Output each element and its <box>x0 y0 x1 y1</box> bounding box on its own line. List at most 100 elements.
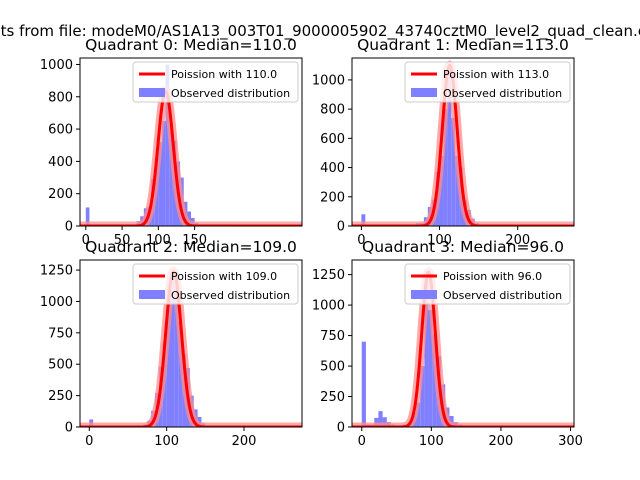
y-tick-label: 0 <box>65 220 73 235</box>
y-tick-label: 600 <box>48 123 73 138</box>
y-tick-label: 0 <box>65 421 73 436</box>
y-tick-label: 250 <box>48 389 73 404</box>
legend: Poission with 110.0 Observed distribution <box>132 61 299 103</box>
y-tick-label: 200 <box>320 190 345 205</box>
histogram-bar <box>165 64 170 226</box>
histogram-bar <box>447 68 452 226</box>
poisson-fit-line <box>80 89 302 226</box>
legend-hist-label: Observed distribution <box>171 289 290 302</box>
histogram-bar <box>420 366 425 427</box>
axes-frame <box>351 57 575 227</box>
x-tick-label: 0 <box>85 434 93 449</box>
histogram-bar <box>424 270 429 427</box>
legend-hist-swatch <box>411 88 437 97</box>
legend-box <box>404 263 571 305</box>
y-tick-label: 750 <box>48 326 73 341</box>
histogram-bar <box>187 211 191 226</box>
histogram-bar <box>382 417 387 427</box>
axes-frame <box>79 57 303 227</box>
axes-frame <box>79 259 303 428</box>
histogram-bar <box>428 309 433 427</box>
y-tick-label: 400 <box>320 161 345 176</box>
y-tick-label: 400 <box>48 155 73 170</box>
histogram-bar <box>178 321 183 427</box>
x-tick-label: 100 <box>154 434 179 449</box>
histogram-bar <box>161 121 166 226</box>
histogram-bar <box>170 278 175 427</box>
y-tick-label: 1250 <box>40 264 73 279</box>
legend-hist-label: Observed distribution <box>443 289 562 302</box>
poisson-fit-line <box>352 63 574 226</box>
quadrant-2-title: Quadrant 2: Median=109.0 <box>85 238 297 256</box>
y-tick-label: 1000 <box>312 299 345 314</box>
y-tick-label: 800 <box>320 103 345 118</box>
figure-suptitle: Plots from file: modeM0/AS1A13_003T01_90… <box>0 22 640 41</box>
y-tick-label: 0 <box>337 421 345 436</box>
y-tick-label: 1000 <box>40 295 73 310</box>
x-tick-label: 200 <box>505 233 530 248</box>
x-tick-label: 50 <box>114 233 131 248</box>
histogram-bar <box>451 117 456 226</box>
histogram-bar <box>378 411 383 427</box>
x-tick-label: 100 <box>419 434 444 449</box>
legend-hist-label: Observed distribution <box>171 87 290 100</box>
x-tick-label: 200 <box>232 434 257 449</box>
y-tick-label: 1000 <box>312 73 345 88</box>
histogram-bar <box>439 155 444 226</box>
histogram-bar <box>361 214 366 226</box>
legend-hist-swatch <box>139 290 165 299</box>
plot-area <box>352 60 574 226</box>
y-tick-label: 500 <box>48 358 73 373</box>
axes-frame <box>351 259 575 428</box>
legend-fit-label: Poission with 109.0 <box>171 270 277 283</box>
y-tick-label: 800 <box>48 90 73 105</box>
legend: Poission with 96.0 Observed distribution <box>404 263 571 305</box>
quadrant-1-panel: 0 100 200 0 200 400 600 800 1000 Quadrant 1: Medi… <box>312 36 575 248</box>
quadrant-1-title: Quadrant 1: Median=113.0 <box>357 36 569 54</box>
x-tick-label: 0 <box>82 233 90 248</box>
histogram-bar <box>374 417 379 427</box>
poisson-fit-line <box>80 269 302 427</box>
y-tick-label: 600 <box>320 132 345 147</box>
y-tick-label: 250 <box>320 390 345 405</box>
legend-hist-label: Observed distribution <box>443 87 562 100</box>
y-tick-label: 500 <box>320 360 345 375</box>
x-tick-label: 150 <box>182 233 207 248</box>
legend-hist-swatch <box>411 290 437 299</box>
legend: Poission with 113.0 Observed distribution <box>404 61 571 103</box>
histogram-bar <box>166 283 171 427</box>
legend-fit-label: Poission with 113.0 <box>443 68 549 81</box>
legend-hist-swatch <box>139 88 165 97</box>
histogram-bar <box>455 155 460 226</box>
fit-curve-glow <box>80 86 302 226</box>
x-tick-label: 200 <box>489 434 514 449</box>
y-tick-label: 1000 <box>40 58 73 73</box>
plot-area <box>80 64 302 226</box>
x-tick-label: 300 <box>558 434 583 449</box>
legend-box <box>132 61 299 103</box>
histogram-bar <box>361 341 366 427</box>
histogram-bar <box>416 402 421 427</box>
legend-fit-label: Poission with 96.0 <box>443 270 542 283</box>
y-tick-label: 0 <box>337 220 345 235</box>
y-tick-label: 200 <box>48 187 73 202</box>
quadrant-3-title: Quadrant 3: Median=96.0 <box>362 238 564 256</box>
quadrant-0-panel: 0 50 100 150 0 200 400 600 800 1000 Quadrant 0: Me… <box>40 36 303 248</box>
x-tick-label: 0 <box>357 233 365 248</box>
legend-box <box>404 61 571 103</box>
histogram-bar <box>158 142 162 226</box>
x-tick-label: 0 <box>358 434 366 449</box>
histogram-bar <box>174 272 179 427</box>
y-tick-label: 1250 <box>312 268 345 283</box>
quadrant-0-title: Quadrant 0: Median=110.0 <box>85 36 297 54</box>
x-tick-label: 100 <box>146 233 171 248</box>
quadrant-3-panel: 0 100 200 300 0 250 500 750 1000 1250 Quadrant 3: … <box>312 238 583 449</box>
quadrant-2-panel: 0 100 200 0 250 500 750 1000 1250 Quadrant 2: Med… <box>40 238 303 449</box>
x-tick-label: 100 <box>427 233 452 248</box>
y-tick-label: 750 <box>320 329 345 344</box>
legend-box <box>132 263 299 305</box>
plot-area <box>80 266 302 427</box>
histogram-bar <box>169 122 173 226</box>
